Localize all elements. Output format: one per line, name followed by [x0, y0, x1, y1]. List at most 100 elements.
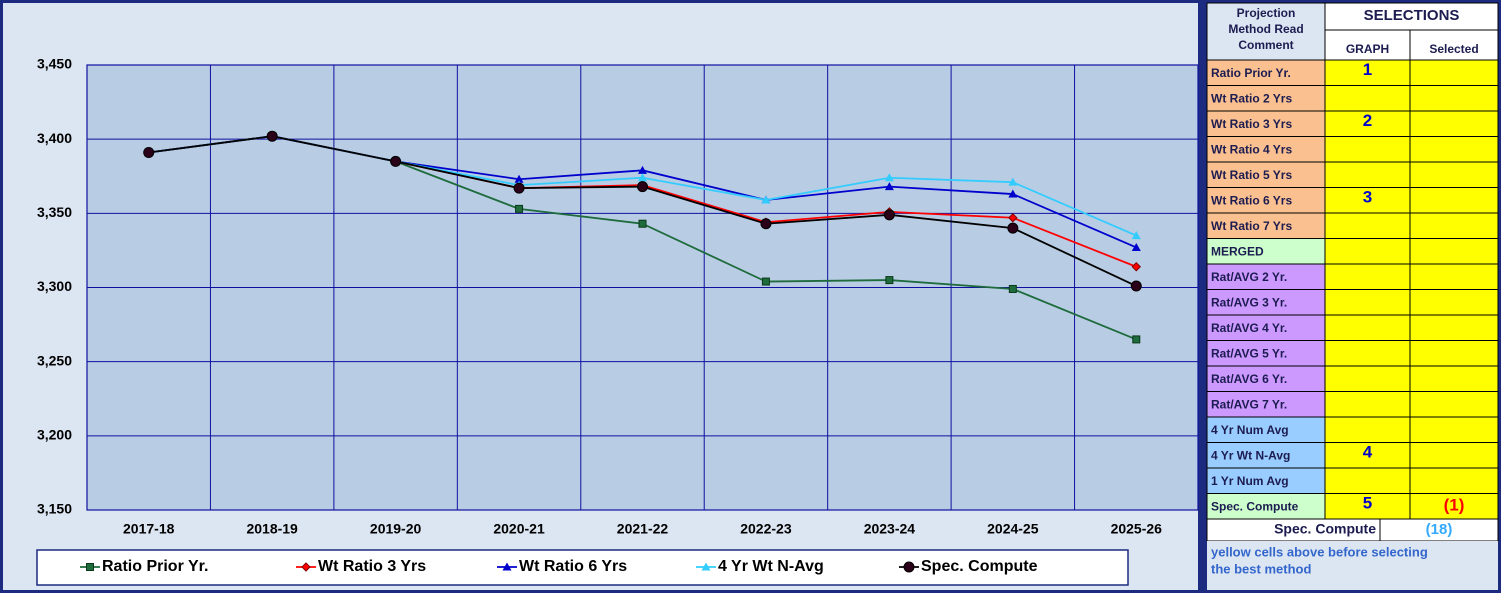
table-cell — [1409, 85, 1499, 112]
method-name: 1 Yr Num Avg — [1211, 474, 1289, 488]
table-cell — [1206, 212, 1326, 239]
legend-label: Spec. Compute — [921, 558, 1038, 575]
data-point — [884, 182, 894, 191]
data-point — [638, 219, 647, 228]
table-cell — [1409, 136, 1499, 163]
x-tick-label: 2022-23 — [740, 521, 792, 537]
legend-label: 4 Yr Wt N-Avg — [718, 558, 824, 575]
table-cell — [1409, 161, 1499, 188]
y-tick-label: 3,250 — [37, 352, 72, 368]
y-tick-label: 3,300 — [37, 278, 72, 294]
table-cell — [1324, 314, 1411, 341]
data-point — [1131, 262, 1141, 272]
plot-border — [86, 64, 1199, 511]
method-name: MERGED — [1211, 244, 1264, 258]
table-cell — [1206, 136, 1326, 163]
table-cell — [1324, 161, 1411, 188]
note-text: yellow cells above before selecting — [1211, 544, 1428, 559]
table-cell — [1206, 340, 1326, 367]
table-cell — [1409, 263, 1499, 290]
table-header: Method Read — [1228, 22, 1303, 36]
method-name: Rat/AVG 7 Yr. — [1211, 397, 1287, 411]
legend-label: Ratio Prior Yr. — [102, 558, 208, 575]
table-cell — [1409, 289, 1499, 316]
data-point — [515, 204, 524, 213]
graph-number: 4 — [1363, 443, 1373, 462]
table-cell — [1409, 212, 1499, 239]
x-tick-label: 2024-25 — [987, 521, 1039, 537]
y-tick-label: 3,350 — [37, 204, 72, 220]
note-text: the best method — [1211, 561, 1311, 576]
data-point — [143, 147, 155, 159]
table-cell — [1206, 2, 1326, 61]
data-point — [1008, 284, 1017, 293]
data-point — [1007, 222, 1019, 234]
x-tick-label: 2018-19 — [246, 521, 298, 537]
x-tick-label: 2025-26 — [1111, 521, 1163, 537]
table-cell — [1409, 187, 1499, 214]
x-tick-label: 2023-24 — [864, 521, 916, 537]
data-point — [761, 195, 771, 204]
data-point — [885, 276, 894, 285]
table-cell — [1324, 212, 1411, 239]
table-cell — [1206, 110, 1326, 137]
method-name: 4 Yr Num Avg — [1211, 423, 1289, 437]
y-tick-label: 3,150 — [37, 501, 72, 517]
data-point — [1130, 280, 1142, 292]
x-tick-label: 2019-20 — [370, 521, 422, 537]
table-cell — [1206, 314, 1326, 341]
table-cell — [1206, 59, 1326, 86]
data-point — [760, 218, 772, 230]
method-name: Wt Ratio 2 Yrs — [1211, 91, 1292, 105]
legend-marker — [903, 561, 915, 573]
data-point — [514, 174, 524, 183]
method-name: Rat/AVG 4 Yr. — [1211, 321, 1287, 335]
graph-number: 2 — [1363, 111, 1372, 130]
graph-number: 5 — [1363, 494, 1372, 513]
table-header: Comment — [1238, 38, 1293, 52]
data-point — [761, 277, 770, 286]
table-cell — [1324, 365, 1411, 392]
data-point — [1132, 335, 1141, 344]
table-cell — [1206, 365, 1326, 392]
method-name: Wt Ratio 3 Yrs — [1211, 117, 1292, 131]
graph-number: 1 — [1363, 60, 1372, 79]
x-tick-label: 2020-21 — [493, 521, 545, 537]
footer-value: (18) — [1426, 521, 1453, 538]
table-cell — [1409, 365, 1499, 392]
y-tick-label: 3,400 — [37, 130, 72, 146]
legend-marker — [502, 562, 512, 571]
note-background — [1207, 541, 1498, 590]
graph-number: 3 — [1363, 188, 1372, 207]
y-tick-label: 3,450 — [37, 56, 72, 72]
method-name: Rat/AVG 5 Yr. — [1211, 346, 1287, 360]
method-name: Wt Ratio 7 Yrs — [1211, 219, 1292, 233]
data-point — [1008, 189, 1018, 198]
table-cell — [1324, 2, 1499, 31]
table-cell — [1324, 59, 1411, 86]
column-header: GRAPH — [1346, 42, 1389, 56]
table-cell — [1409, 442, 1499, 469]
method-name: Wt Ratio 5 Yrs — [1211, 168, 1292, 182]
legend-label: Wt Ratio 6 Yrs — [519, 558, 627, 575]
x-tick-label: 2021-22 — [617, 521, 669, 537]
data-point — [638, 173, 647, 182]
table-cell — [1409, 59, 1499, 86]
table-cell — [1324, 493, 1411, 520]
selections-header: SELECTIONS — [1364, 7, 1460, 24]
legend-marker — [86, 563, 94, 571]
column-header: Selected — [1429, 42, 1478, 56]
table-cell — [1409, 314, 1499, 341]
legend-box — [36, 549, 1129, 586]
method-name: Rat/AVG 6 Yr. — [1211, 372, 1287, 386]
table-cell — [1409, 467, 1499, 494]
selected-value: (1) — [1444, 496, 1465, 515]
table-cell — [1206, 391, 1326, 418]
method-name: Rat/AVG 2 Yr. — [1211, 270, 1287, 284]
data-point — [1008, 177, 1018, 186]
data-point — [390, 155, 402, 167]
table-cell — [1206, 442, 1326, 469]
x-tick-label: 2017-18 — [123, 521, 175, 537]
table-cell — [1409, 391, 1499, 418]
table-cell — [1409, 416, 1499, 443]
